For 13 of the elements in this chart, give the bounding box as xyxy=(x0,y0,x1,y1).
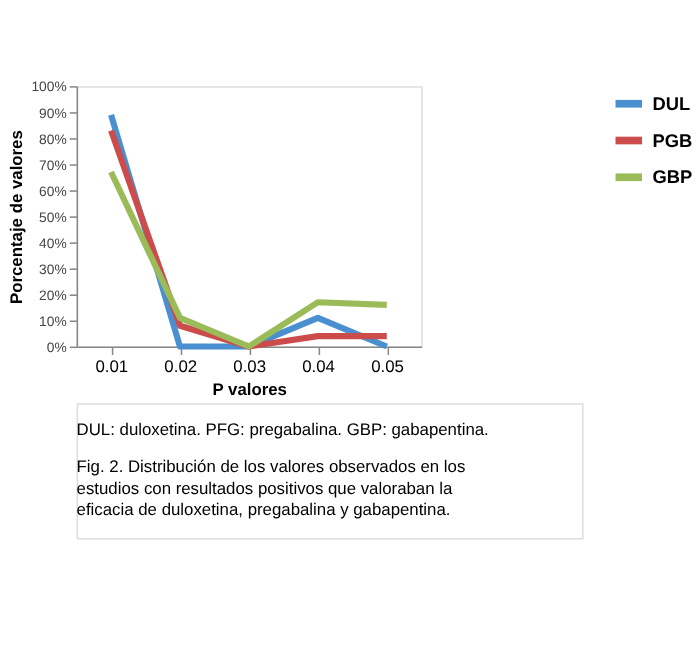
x-tick-label: 0.03 xyxy=(233,355,267,376)
y-axis-title: Porcentaje de valores xyxy=(6,129,27,305)
line-series xyxy=(107,168,390,350)
legend-label: DUL xyxy=(652,93,692,114)
caption: Fig. 2. Distribución de los valores observados en los estudios con resultados positivos que valoraban la eficacia de duloxetina, pregabalina y gabapentina. xyxy=(76,456,466,520)
legend-label: GBP xyxy=(652,167,693,188)
x-tick-label: 0.02 xyxy=(164,355,198,376)
legend-label: PGB xyxy=(652,130,694,151)
x-axis-title: P valores xyxy=(212,378,288,399)
text: DUL: duloxetina. PFG: pregabalina. GBP: gabapentina. xyxy=(76,419,489,440)
x-tick-label: 0.05 xyxy=(371,355,405,376)
x-tick-label: 0.04 xyxy=(302,355,336,376)
x-tick-label: 0.01 xyxy=(95,355,129,376)
